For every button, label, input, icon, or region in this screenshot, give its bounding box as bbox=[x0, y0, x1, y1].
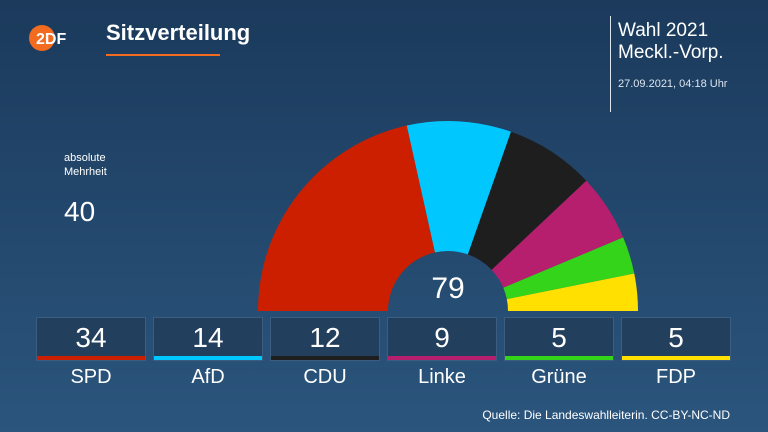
seat-count: 14 bbox=[192, 322, 224, 353]
seat-box-afd: 14 bbox=[153, 317, 263, 361]
seat-box-fdp: 5 bbox=[621, 317, 731, 361]
election-info: Wahl 2021 Meckl.-Vorp. bbox=[618, 20, 724, 64]
party-color-bar bbox=[271, 356, 379, 360]
party-label: FDP bbox=[656, 366, 696, 388]
seat-count: 5 bbox=[551, 322, 567, 353]
party-label: CDU bbox=[303, 366, 347, 388]
seat-box-linke: 9 bbox=[387, 317, 497, 361]
party-color-bar bbox=[37, 356, 145, 360]
majority-label-line1: absolute bbox=[64, 152, 106, 164]
zdf-logo-text: 2DF bbox=[36, 31, 66, 48]
majority-label-line2: Mehrheit bbox=[64, 166, 107, 178]
seat-box-spd: 34 bbox=[36, 317, 146, 361]
total-seats: 79 bbox=[431, 272, 465, 305]
seat-segment-spd bbox=[258, 125, 435, 312]
election-name: Wahl 2021 bbox=[618, 20, 709, 41]
seat-count: 12 bbox=[309, 322, 341, 353]
page-title: Sitzverteilung bbox=[106, 20, 251, 45]
party-label: AfD bbox=[191, 366, 225, 388]
seat-count: 9 bbox=[434, 322, 450, 353]
party-label: SPD bbox=[70, 366, 112, 388]
party-color-bar bbox=[388, 356, 496, 360]
seat-segment-linke bbox=[491, 180, 624, 288]
seat-count: 34 bbox=[75, 322, 107, 353]
seat-box-cdu: 12 bbox=[270, 317, 380, 361]
header-divider bbox=[610, 16, 611, 112]
majority-value: 40 bbox=[64, 196, 96, 227]
zdf-logo: 2DF bbox=[29, 25, 66, 51]
party-color-bar bbox=[622, 356, 730, 360]
seat-segment-grüne bbox=[503, 237, 635, 300]
source-note: Quelle: Die Landeswahlleiterin. CC-BY-NC… bbox=[482, 408, 730, 422]
seat-count: 5 bbox=[668, 322, 684, 353]
title-underline bbox=[106, 54, 220, 56]
party-label: Grüne bbox=[531, 366, 587, 388]
seat-segment-afd bbox=[406, 121, 512, 255]
majority-label: absolute Mehrheit bbox=[64, 151, 144, 179]
party-label: Linke bbox=[418, 366, 466, 388]
seat-box-grüne: 5 bbox=[504, 317, 614, 361]
timestamp: 27.09.2021, 04:18 Uhr bbox=[618, 78, 728, 90]
seat-segment-fdp bbox=[506, 273, 638, 311]
party-color-bar bbox=[505, 356, 613, 360]
election-region: Meckl.-Vorp. bbox=[618, 42, 724, 63]
seat-segment-cdu bbox=[467, 131, 587, 270]
party-color-bar bbox=[154, 356, 262, 360]
